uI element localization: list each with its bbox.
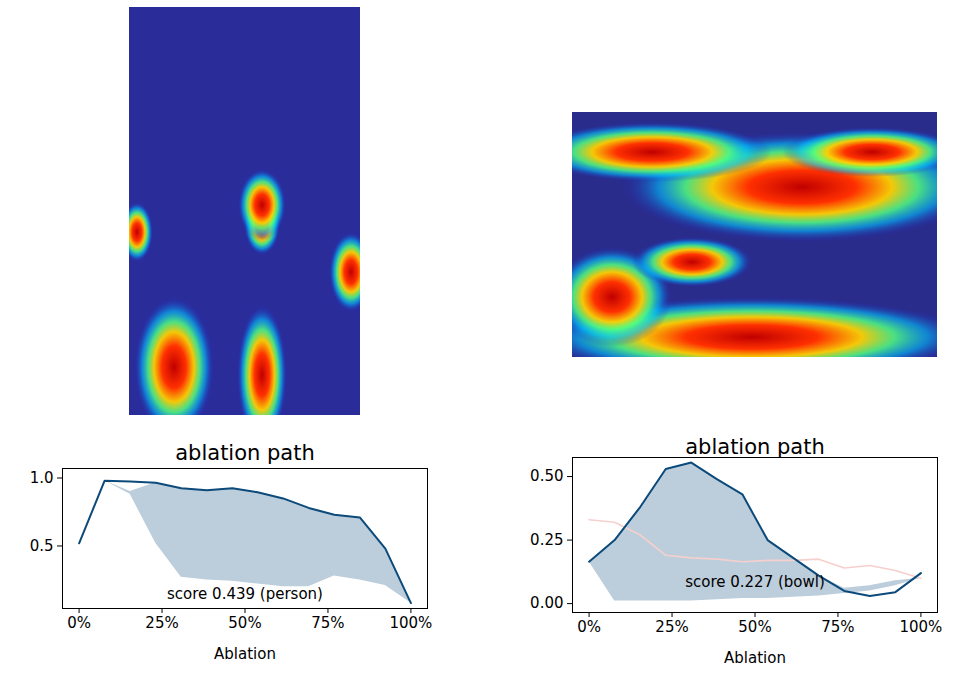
svg-text:score 0.439 (person): score 0.439 (person)	[167, 585, 323, 603]
svg-text:ablation path: ablation path	[685, 435, 825, 459]
svg-text:0%: 0%	[67, 614, 91, 632]
svg-text:75%: 75%	[311, 614, 344, 632]
svg-text:Ablation: Ablation	[214, 645, 276, 663]
svg-text:50%: 50%	[738, 618, 771, 636]
svg-text:0.5: 0.5	[30, 537, 54, 555]
svg-text:0.25: 0.25	[530, 531, 563, 549]
svg-text:100%: 100%	[899, 618, 942, 636]
svg-text:25%: 25%	[655, 618, 688, 636]
svg-text:75%: 75%	[821, 618, 854, 636]
svg-text:Ablation: Ablation	[724, 649, 786, 667]
svg-text:score 0.227 (bowl): score 0.227 (bowl)	[685, 573, 825, 591]
svg-text:0.00: 0.00	[530, 594, 563, 612]
svg-text:1.0: 1.0	[30, 469, 54, 487]
svg-text:0%: 0%	[577, 618, 601, 636]
svg-text:50%: 50%	[228, 614, 261, 632]
svg-text:25%: 25%	[145, 614, 178, 632]
svg-text:100%: 100%	[389, 614, 432, 632]
svg-text:ablation path: ablation path	[175, 441, 315, 465]
svg-text:0.50: 0.50	[530, 467, 563, 485]
